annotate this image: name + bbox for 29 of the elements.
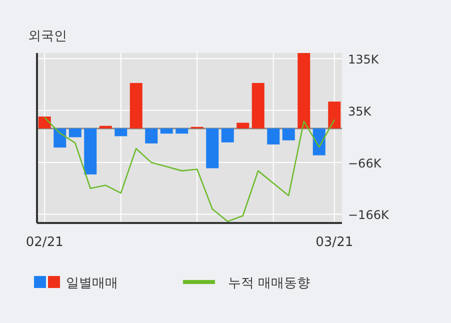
line-series (44, 116, 336, 222)
chart-title: 외국인 (28, 29, 67, 44)
bar (68, 128, 82, 138)
y-tick-label: 35K (348, 104, 372, 118)
bar (130, 82, 142, 128)
bar (282, 128, 295, 140)
bar (206, 128, 219, 168)
bar (160, 128, 173, 134)
y-tick-label: −66K (348, 156, 382, 171)
bar (252, 82, 264, 128)
bar (54, 128, 66, 148)
bar (298, 53, 310, 128)
legend-label: 누적 매매동향 (228, 276, 310, 291)
bar (84, 128, 97, 174)
legend-label: 일별매매 (66, 276, 118, 291)
bar (145, 128, 158, 144)
bar (114, 128, 128, 136)
bar (38, 116, 51, 128)
x-tick-label: 03/21 (316, 235, 354, 250)
bar (267, 128, 280, 144)
bar (99, 126, 112, 128)
bar (328, 102, 341, 128)
y-tick-label: −166K (348, 208, 390, 222)
bar (221, 128, 234, 142)
bar (312, 128, 326, 156)
x-tick-label: 02/21 (26, 235, 64, 250)
y-tick-label: 135K (348, 52, 380, 67)
bar (176, 128, 188, 134)
bar (236, 122, 250, 128)
